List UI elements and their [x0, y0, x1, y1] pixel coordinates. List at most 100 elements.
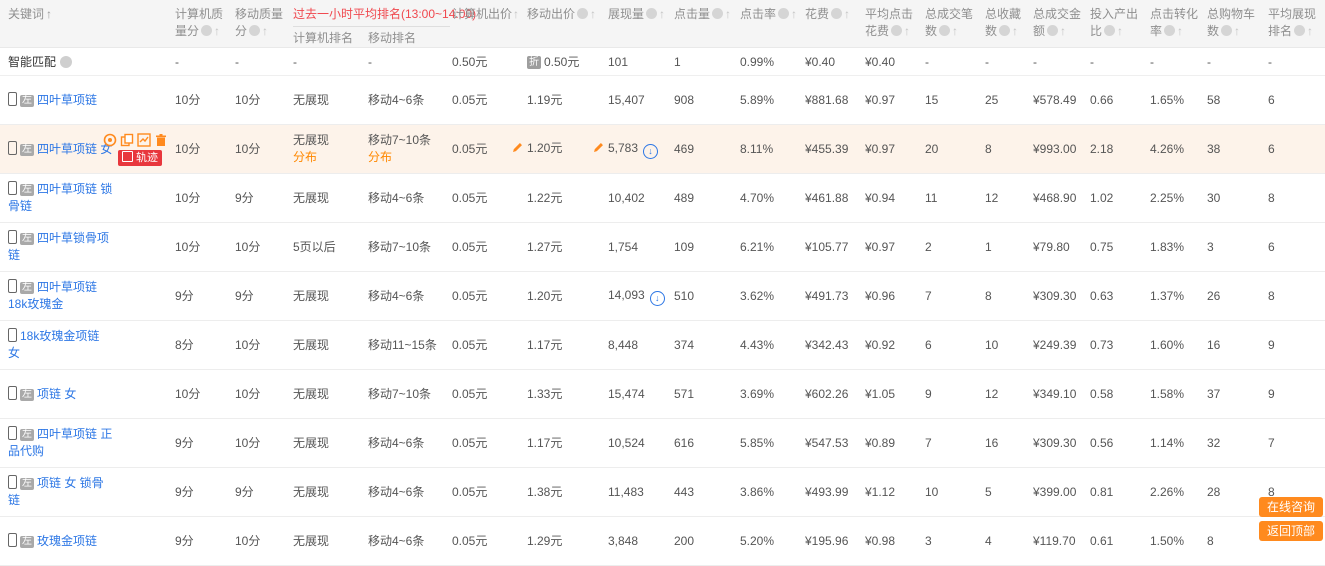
col-avg-rank[interactable]: 平均展现排名 ↑ [1268, 0, 1325, 48]
sort-arrow-icon[interactable]: ↑ [46, 7, 53, 21]
distribution-link[interactable]: 分布 [293, 150, 318, 164]
sort-arrow-icon[interactable]: ↑ [1060, 24, 1067, 38]
distribution-link[interactable]: 分布 [368, 150, 393, 164]
col-clicks[interactable]: 点击量 ↑ [674, 0, 740, 48]
sort-arrow-icon[interactable]: ↑ [513, 7, 520, 21]
sort-arrow-icon[interactable]: ↑ [904, 24, 911, 38]
cell-mobile-quality: 10分 [235, 222, 293, 272]
sort-arrow-icon[interactable]: ↑ [659, 7, 666, 21]
col-favorites[interactable]: 总收藏数 ↑ [985, 0, 1033, 48]
bid-adjust-icon[interactable] [103, 133, 117, 147]
trajectory-badge[interactable]: 轨迹 [118, 150, 162, 166]
back-to-top-button[interactable]: 返回顶部 [1258, 521, 1323, 541]
edit-bid-icon[interactable] [512, 141, 523, 158]
mobile-icon [8, 385, 17, 400]
col-ctr[interactable]: 点击率 ↑ [740, 0, 805, 48]
trend-down-icon[interactable]: ↓ [643, 143, 659, 159]
trend-down-icon[interactable]: ↓ [649, 290, 665, 306]
keyword-link[interactable]: 18k玫瑰金项链 女 [8, 329, 100, 360]
keyword-link[interactable]: 项链 女 锁骨链 [8, 476, 104, 507]
col-orders[interactable]: 总成交笔数 ↑ [925, 0, 985, 48]
cell-mobile-rank: 移动7~10条 [368, 222, 452, 272]
cell-amount: ¥399.00 [1033, 467, 1090, 517]
cell-avg-click-cost: ¥0.96 [865, 271, 925, 321]
sort-arrow-icon[interactable]: ↑ [791, 7, 798, 21]
cell-cost: ¥491.73 [805, 271, 865, 321]
sort-arrow-icon[interactable]: ↑ [952, 24, 959, 38]
trajectory-label: 轨迹 [136, 152, 158, 164]
sort-arrow-icon[interactable]: ↑ [844, 7, 851, 21]
cell-mobile-rank: 移动7~10条 [368, 369, 452, 419]
cell-mobile-rank: - [368, 47, 452, 76]
mobile-icon [8, 532, 17, 547]
keyword-link[interactable]: 四叶草锁骨项链 [8, 231, 110, 262]
pc-rank-value: 无展现 [293, 484, 330, 499]
col-pc-rank[interactable]: 计算机排名 [293, 31, 354, 45]
help-icon[interactable] [1104, 25, 1116, 36]
delete-icon[interactable] [154, 133, 168, 147]
sort-arrow-icon[interactable]: ↑ [214, 24, 221, 38]
keyword-link[interactable]: 四叶草项链 正品代购 [8, 427, 113, 458]
edit-icon[interactable] [593, 141, 604, 158]
col-cost[interactable]: 花费 ↑ [805, 0, 865, 48]
cell-pc-quality: 9分 [175, 418, 235, 468]
keyword-link[interactable]: 项链 女 [37, 386, 77, 401]
help-icon[interactable] [939, 25, 951, 36]
sort-arrow-icon[interactable]: ↑ [590, 7, 597, 21]
keyword-link[interactable]: 四叶草项链 [37, 92, 98, 107]
cell-mobile-rank: 移动4~6条 [368, 271, 452, 321]
help-icon[interactable] [646, 8, 658, 19]
col-mobile-rank[interactable]: 移动排名 [368, 31, 417, 45]
help-icon[interactable] [1164, 25, 1176, 36]
sort-arrow-icon[interactable]: ↑ [1234, 24, 1241, 38]
trend-chart-icon[interactable] [137, 133, 151, 147]
help-icon[interactable] [1221, 25, 1233, 36]
col-carts[interactable]: 总购物车数 ↑ [1207, 0, 1268, 48]
col-mobile-quality[interactable]: 移动质量分 ↑ [235, 0, 293, 48]
col-roi[interactable]: 投入产出比 ↑ [1090, 0, 1150, 48]
help-icon[interactable] [1294, 25, 1306, 36]
keyword-inner: 18k玫瑰金项链 女 [8, 328, 114, 362]
col-avg-click-cost[interactable]: 平均点击花费 ↑ [865, 0, 925, 48]
col-pc-bid[interactable]: 计算机出价↑ [452, 0, 527, 48]
col-mobile-bid[interactable]: 移动出价 ↑ [527, 0, 608, 48]
help-icon[interactable] [999, 25, 1011, 36]
help-icon[interactable] [249, 25, 261, 36]
col-keyword[interactable]: 关键词 ↑ [0, 0, 175, 48]
sort-arrow-icon[interactable]: ↑ [262, 24, 269, 38]
sort-arrow-icon[interactable]: ↑ [1012, 24, 1019, 38]
col-cvr[interactable]: 点击转化率 ↑ [1150, 0, 1207, 48]
keyword-link[interactable]: 四叶草项链 锁骨链 [8, 182, 113, 213]
sort-arrow-icon[interactable]: ↑ [1117, 24, 1124, 38]
cell-cost: ¥0.40 [805, 47, 865, 76]
sort-arrow-icon[interactable]: ↑ [725, 7, 732, 21]
sort-arrow-icon[interactable]: ↑ [1307, 24, 1314, 38]
help-icon[interactable] [1047, 25, 1059, 36]
help-icon[interactable] [778, 8, 790, 19]
help-icon[interactable] [577, 8, 589, 19]
online-consult-button[interactable]: 在线咨询 [1258, 497, 1323, 517]
help-icon[interactable] [60, 56, 73, 68]
help-icon[interactable] [712, 8, 724, 19]
pc-rank-value: 无展现 [293, 92, 330, 107]
keyword-link[interactable]: 四叶草项链18k玫瑰金 [8, 280, 98, 311]
keyword-link[interactable]: 玫瑰金项链 [37, 533, 98, 548]
col-impressions[interactable]: 展现量 ↑ [608, 0, 674, 48]
col-pc-quality[interactable]: 计算机质量分 ↑ [175, 0, 235, 48]
col-amount[interactable]: 总成交金额 ↑ [1033, 0, 1090, 48]
help-icon[interactable] [201, 25, 213, 36]
cell-avg-rank: 6 [1268, 124, 1325, 174]
cell-orders: 2 [925, 222, 985, 272]
cell-amount: - [1033, 47, 1090, 76]
cell-pc-bid: 0.05元 [452, 320, 527, 370]
copy-icon[interactable] [120, 133, 134, 147]
cell-pc-rank: 无展现 [293, 271, 368, 321]
help-icon[interactable] [831, 8, 843, 19]
cell-pc-rank: 无展现 [293, 369, 368, 419]
sort-arrow-icon[interactable]: ↑ [1177, 24, 1184, 38]
keyword-link[interactable]: 四叶草项链 女 [37, 141, 113, 156]
cell-keyword: 左玫瑰金项链 [0, 516, 175, 566]
help-icon[interactable] [891, 25, 903, 36]
cell-favorites: 12 [985, 173, 1033, 223]
keyword-row: 18k玫瑰金项链 女 8分 10分 无展现 移动11~15条 0.05元 1.17元 8,44… [0, 320, 1325, 370]
